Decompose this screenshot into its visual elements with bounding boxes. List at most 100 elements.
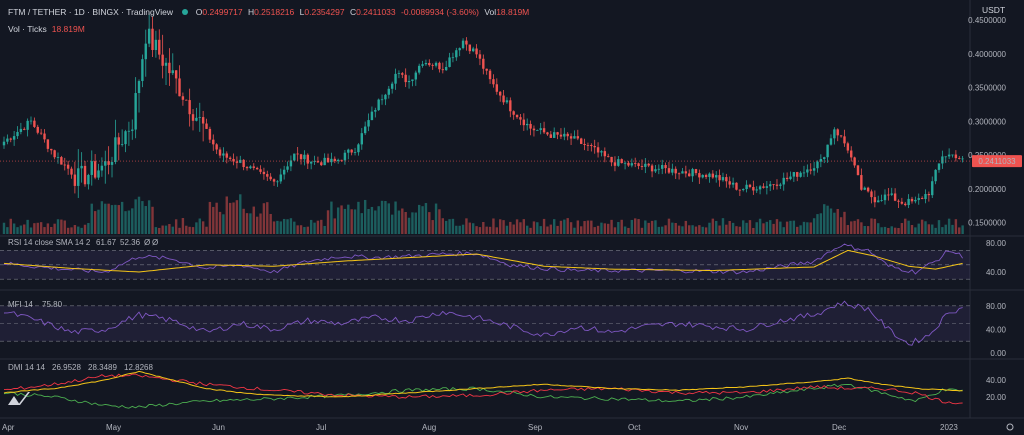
candle-body [195, 117, 198, 121]
candle-body [701, 174, 704, 178]
candle-body [488, 70, 492, 80]
volume-bar [347, 204, 350, 234]
dmi-tick-label: 40.00 [986, 376, 1007, 385]
volume-bar [397, 210, 401, 234]
volume-bar [144, 206, 147, 234]
volume-bar [53, 223, 56, 234]
candle-body [745, 184, 748, 190]
candle-body [586, 144, 590, 146]
candle-body [23, 128, 26, 130]
candle-body [36, 126, 39, 133]
volume-bar [549, 224, 553, 234]
candle-body [255, 167, 259, 170]
candle-body [877, 200, 880, 203]
dmi-plus-value: 28.3489 [88, 363, 117, 372]
candle-body [498, 91, 502, 96]
candle-body [630, 163, 634, 166]
volume-bar [775, 219, 779, 234]
volume-bar [502, 220, 505, 234]
candle-body [772, 184, 775, 186]
candle-body [171, 70, 174, 74]
settings-gear-icon[interactable] [1006, 423, 1014, 431]
candle-body [367, 120, 370, 127]
symbol-title[interactable]: FTM / TETHER · 1D · BINGX · TradingView [8, 7, 173, 17]
open-value: 0.2499717 [202, 7, 243, 17]
candle-body [789, 176, 792, 180]
candle-body [505, 100, 509, 103]
volume-bar [137, 196, 141, 234]
volume-bar [239, 194, 242, 234]
volume-bar [39, 222, 43, 234]
volume-bar [266, 202, 269, 234]
low-value: 0.2354297 [304, 7, 345, 17]
candle-body [333, 158, 336, 162]
candle-body [502, 95, 505, 103]
candle-body [458, 48, 461, 51]
volume-bar [205, 226, 208, 234]
volume-bar [100, 201, 104, 234]
candle-body [853, 157, 856, 166]
candle-body [529, 123, 532, 129]
volume-bar [228, 202, 232, 234]
open-label: O [195, 7, 203, 17]
candle-body [370, 111, 374, 121]
candle-body [215, 144, 218, 150]
candle-body [43, 133, 46, 140]
time-tick-label: Apr [2, 423, 15, 432]
volume-bar [164, 225, 168, 234]
candle-body [282, 169, 286, 175]
volume-bar [16, 227, 19, 234]
candle-body [769, 184, 772, 187]
currency-label[interactable]: USDT [982, 5, 1006, 15]
candle-body [677, 173, 681, 175]
volume-bar [671, 222, 674, 234]
candle-body [566, 133, 569, 137]
volume-bar [569, 222, 573, 234]
candle-body [66, 164, 70, 169]
candle-body [326, 157, 330, 163]
volume-bar [644, 220, 647, 234]
candle-body [755, 189, 758, 191]
candle-body [39, 132, 43, 134]
candle-body [158, 39, 161, 55]
candle-body [934, 169, 937, 182]
candle-body [461, 40, 465, 49]
candle-body [519, 117, 522, 120]
volume-bar [461, 224, 465, 234]
volume-bar [438, 209, 441, 234]
volume-bar [880, 227, 883, 234]
price-tick-label: 0.2000000 [968, 185, 1006, 194]
change-value: -0.0089934 (-3.60%) [401, 7, 479, 17]
candle-body [647, 163, 650, 166]
candle-body [650, 165, 654, 172]
high-label: H [247, 7, 255, 17]
candle-body [208, 128, 212, 140]
volume-bar [303, 227, 306, 234]
candle-body [576, 136, 580, 139]
volume-bar [195, 222, 198, 234]
candle-body [829, 138, 833, 145]
vol-ticks-legend[interactable]: Vol · Ticks 18.819M [8, 24, 85, 34]
candle-body [421, 64, 424, 66]
candle-body [752, 186, 755, 191]
dmi-minus-value: 12.8268 [124, 363, 153, 372]
candle-body [782, 177, 785, 185]
volume-bar [856, 219, 860, 234]
volume-bar [610, 219, 613, 234]
candle-body [644, 163, 647, 167]
vol-ticks-value: 18.819M [51, 24, 85, 34]
price-tick-label: 0.3500000 [968, 84, 1006, 93]
volume-bar [883, 226, 887, 234]
candle-body [350, 149, 353, 153]
candle-body [178, 78, 181, 97]
volume-bar [715, 220, 718, 234]
volume-bar [289, 218, 293, 234]
candle-body [532, 128, 536, 131]
volume-bar [580, 226, 583, 234]
candle-body [387, 88, 390, 95]
volume-bar [323, 225, 326, 234]
volume-bar [225, 196, 228, 234]
volume-bar [769, 220, 772, 234]
candle-body [495, 84, 499, 92]
